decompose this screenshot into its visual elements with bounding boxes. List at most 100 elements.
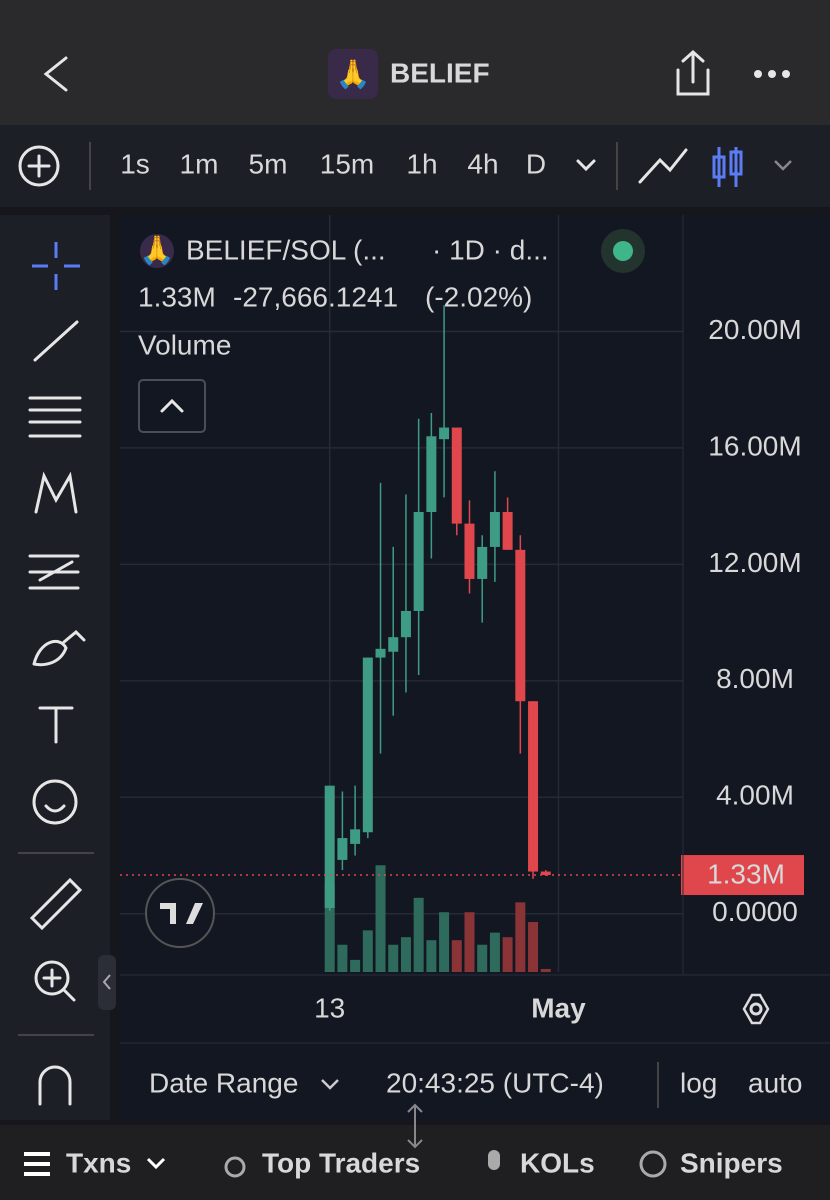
share-button[interactable] <box>676 49 710 96</box>
zoom-icon <box>42 968 76 1002</box>
more-button[interactable] <box>754 70 790 78</box>
collapse-icon <box>102 974 111 990</box>
candle-body <box>337 838 348 860</box>
tv-logo-mark <box>160 903 203 924</box>
tab-group: Txns Top Traders KOLs Snipers <box>66 1147 783 1178</box>
interval-button[interactable]: 5m <box>249 148 288 179</box>
legend-symbol: BELIEF/SOL (... <box>186 234 386 265</box>
interval-group: 1s 1m 5m 15m 1h 4h D <box>120 148 546 179</box>
collapse-legend[interactable] <box>138 379 206 433</box>
prediction-tool[interactable] <box>28 554 80 590</box>
add-button[interactable] <box>18 145 60 187</box>
kols-icon <box>488 1150 500 1170</box>
tab[interactable]: Txns <box>66 1147 131 1178</box>
settings-button[interactable] <box>742 993 770 1025</box>
emoji-tool[interactable] <box>32 779 78 825</box>
y-tick-label: 8.00M <box>716 663 794 694</box>
date-range-button[interactable]: Date Range <box>149 1067 298 1098</box>
candle-body <box>362 657 373 833</box>
add-icon <box>27 154 51 178</box>
pattern-tool[interactable] <box>34 471 78 514</box>
candle-body <box>502 511 513 550</box>
chart-area <box>120 215 830 1120</box>
log-button[interactable]: log <box>680 1067 717 1098</box>
candle-body <box>477 546 488 579</box>
candle-body <box>426 436 437 512</box>
y-tick-label: 0.0000 <box>712 896 798 927</box>
text-tool[interactable] <box>38 706 74 744</box>
back-button[interactable] <box>43 56 68 92</box>
interval-button[interactable]: 1h <box>406 148 437 179</box>
y-tick-label: 12.00M <box>708 547 801 578</box>
tv-logo[interactable] <box>145 878 215 948</box>
volume-bar <box>324 884 335 972</box>
interval-button[interactable]: 1m <box>180 148 219 179</box>
y-tick-label: 16.00M <box>708 430 801 461</box>
volume-bar <box>515 902 526 972</box>
candle-body <box>451 427 462 524</box>
legend-icon <box>140 234 174 268</box>
last-price-label: 1.33M <box>707 858 785 889</box>
tools-panel <box>0 215 110 1120</box>
volume-bar <box>426 940 437 972</box>
candle-style-button[interactable] <box>712 147 743 187</box>
volume-bar <box>540 968 551 972</box>
snipers-icon <box>639 1150 667 1178</box>
candle-body <box>489 511 500 547</box>
fib-tool[interactable] <box>28 396 82 438</box>
x-tick-label: 13 <box>314 992 345 1023</box>
interval-button[interactable]: 4h <box>467 148 498 179</box>
volume-bar <box>362 930 373 972</box>
trend-line-tool[interactable] <box>33 320 79 362</box>
legend-last: 1.33M <box>138 281 216 312</box>
collapse-tab[interactable] <box>98 955 116 1010</box>
line-style-button[interactable] <box>638 148 688 184</box>
candle-body <box>388 637 399 652</box>
tab[interactable]: Top Traders <box>262 1147 420 1178</box>
volume-bar <box>413 897 424 972</box>
header-title: BELIEF <box>390 57 490 88</box>
legend-change-pct: (-2.02%) <box>425 281 532 312</box>
crosshair-tool[interactable] <box>32 242 80 290</box>
ruler-tool[interactable] <box>29 877 83 931</box>
candle-body <box>528 701 539 872</box>
style-dropdown[interactable] <box>774 160 792 171</box>
auto-button[interactable]: auto <box>748 1067 803 1098</box>
interval-button[interactable]: 15m <box>320 148 374 179</box>
zoom-tool[interactable] <box>34 960 70 996</box>
volume-bar <box>464 912 475 972</box>
top-traders-icon <box>224 1156 246 1178</box>
time-display: 20:43:25 (UTC-4) <box>386 1067 604 1098</box>
txns-icon <box>24 1152 50 1176</box>
interval-dropdown[interactable] <box>576 159 596 172</box>
candle-body <box>413 511 424 611</box>
legend-change: -27,666.1241 <box>233 281 398 312</box>
volume-bar <box>439 912 450 972</box>
brush-tool[interactable] <box>32 629 86 667</box>
toolbar <box>0 125 830 207</box>
volume-bar <box>477 944 488 972</box>
token-emoji: 🙏 <box>336 58 371 90</box>
candle-body <box>439 427 450 440</box>
resize-handle[interactable] <box>407 1103 423 1149</box>
candle-body <box>515 549 526 702</box>
volume-bar <box>528 922 539 972</box>
y-tick-label: 20.00M <box>708 314 801 345</box>
collapse-legend-icon <box>160 398 184 413</box>
candle-body <box>350 829 361 844</box>
volume-bar <box>375 865 386 972</box>
status-dot <box>613 241 633 261</box>
tab[interactable]: Snipers <box>680 1147 783 1178</box>
volume-bar <box>350 959 361 972</box>
txns-dropdown[interactable] <box>146 1157 166 1170</box>
emoji-smile <box>44 804 66 813</box>
interval-button[interactable]: D <box>526 148 546 179</box>
y-tick-label: 4.00M <box>716 780 794 811</box>
last-price-tag <box>681 855 804 896</box>
magnet-tool[interactable] <box>38 1065 72 1106</box>
tab[interactable]: KOLs <box>520 1147 595 1178</box>
candle-body <box>540 871 551 876</box>
volume-bar <box>400 937 411 972</box>
interval-button[interactable]: 1s <box>120 148 150 179</box>
